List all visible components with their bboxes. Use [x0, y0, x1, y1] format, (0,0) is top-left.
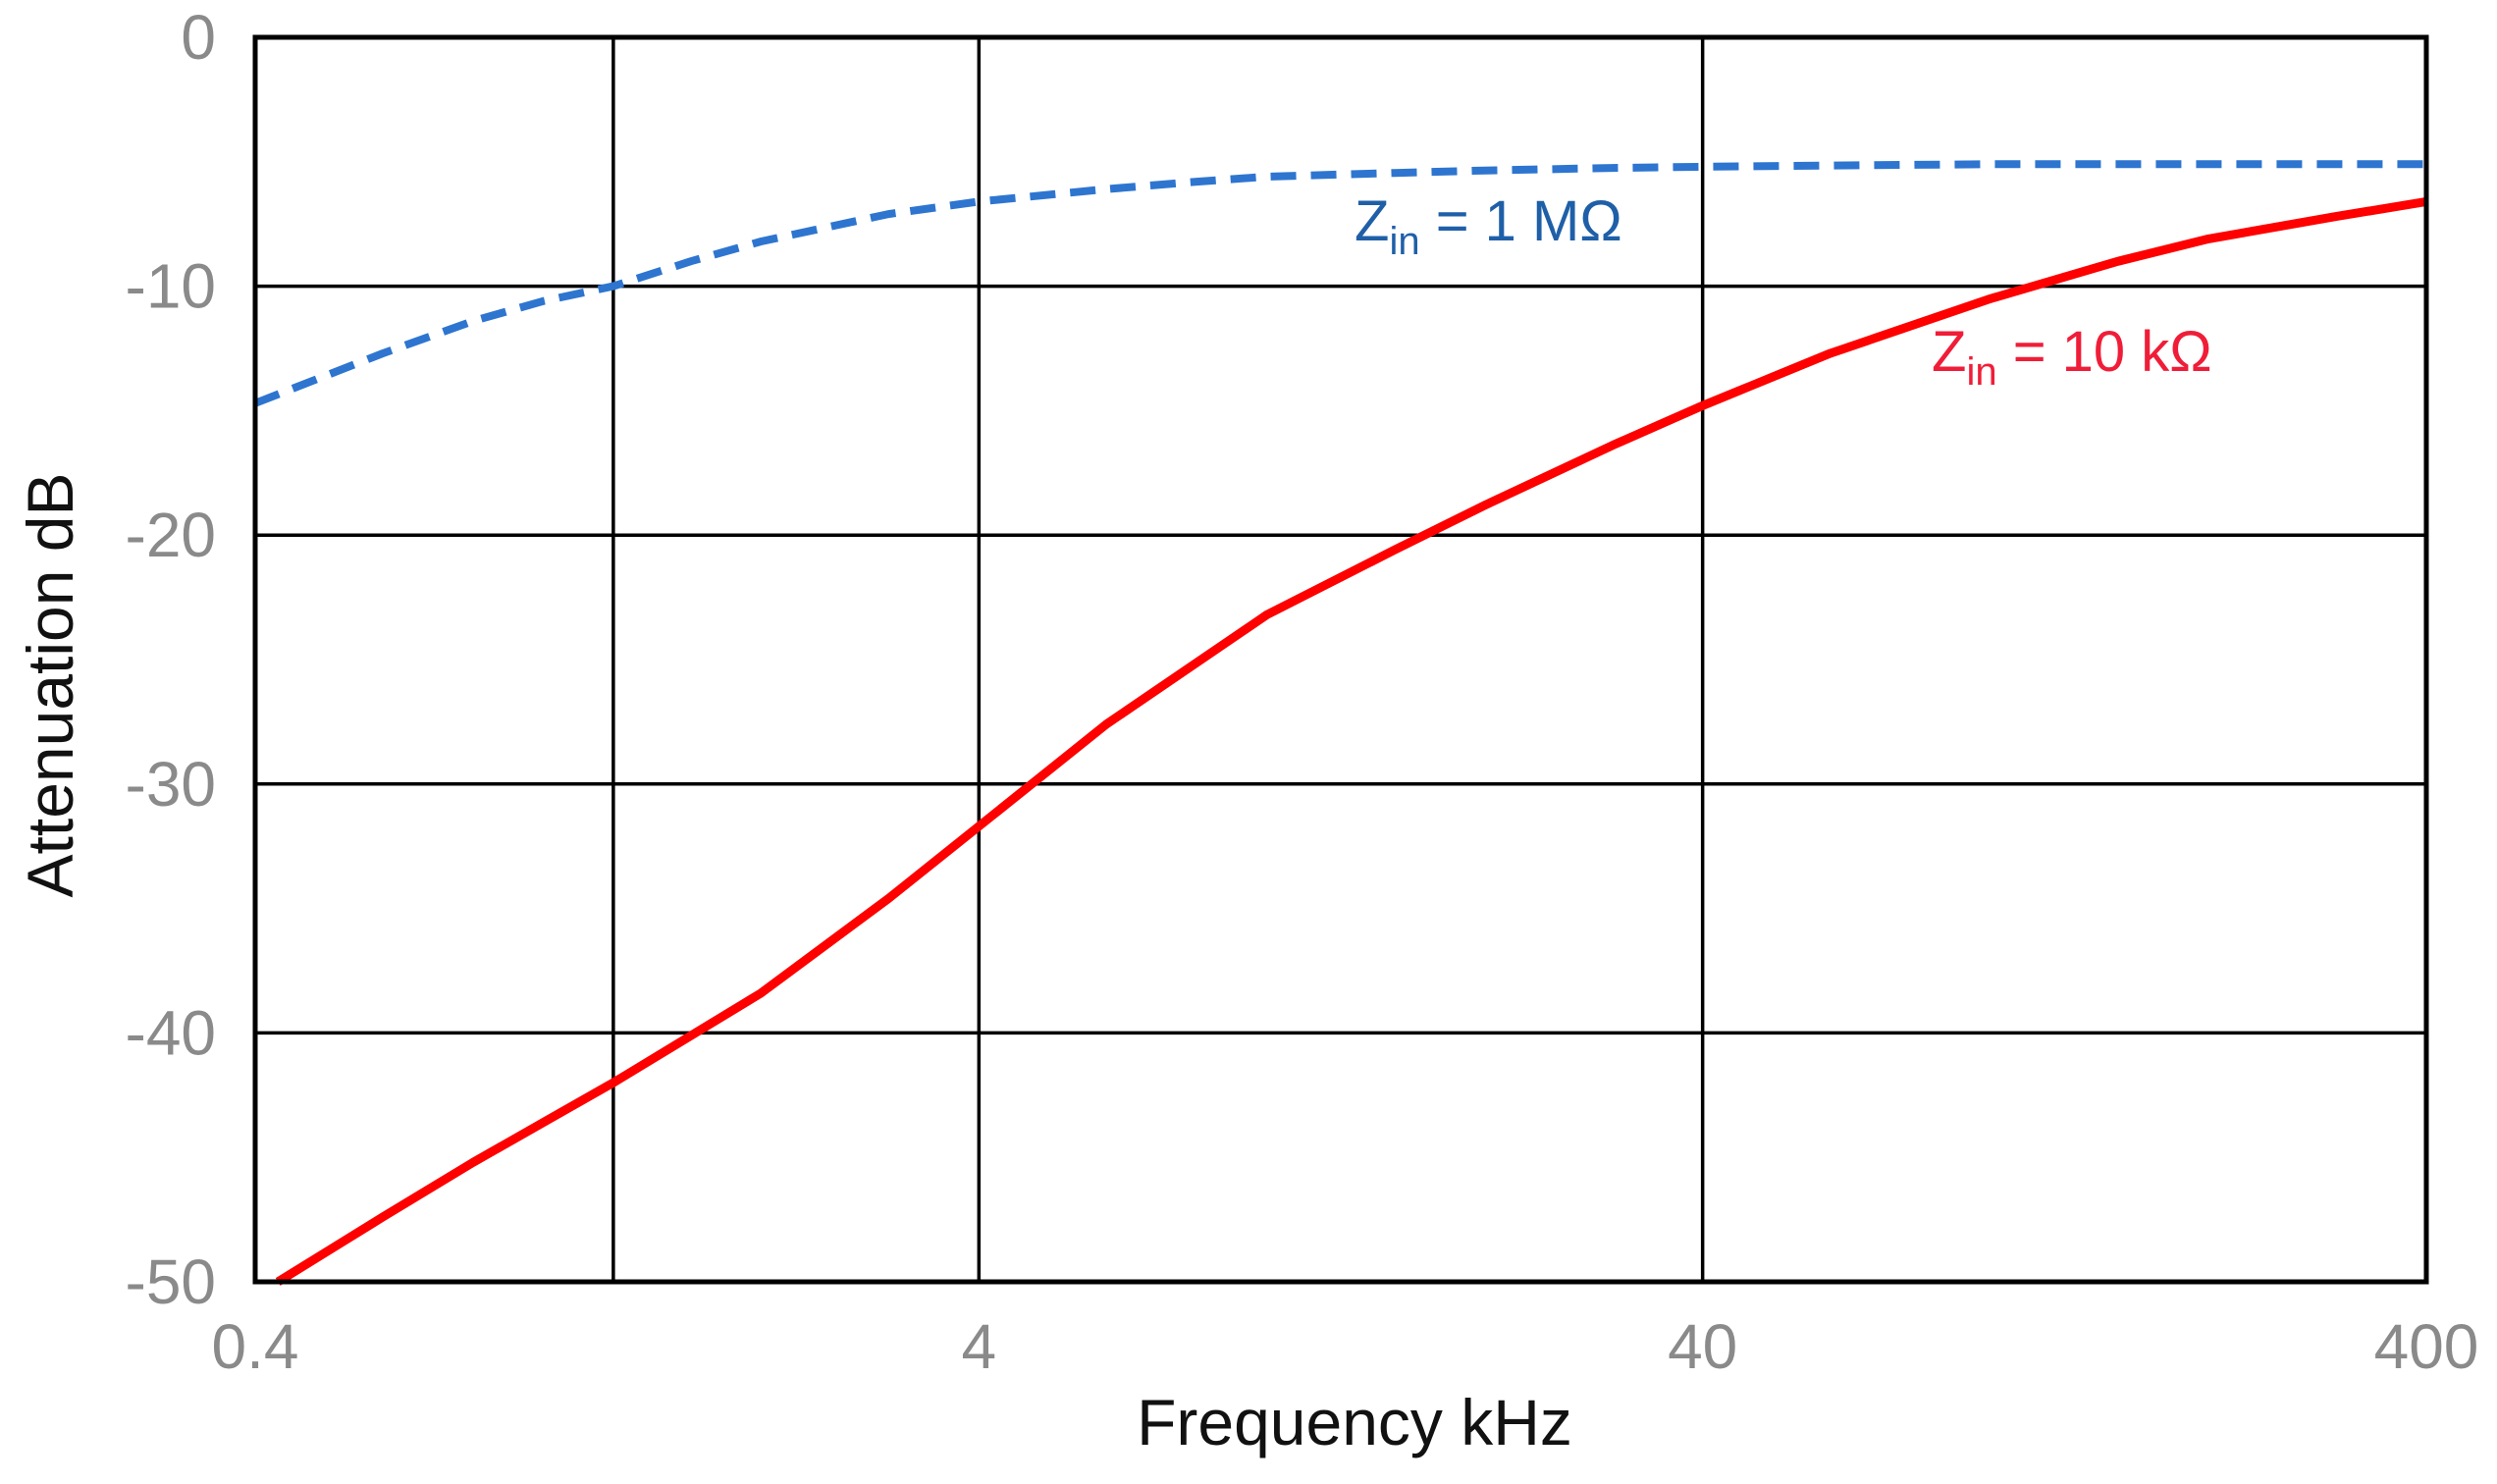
y-tick-label: -40	[126, 997, 217, 1068]
x-axis-title: Frequency kHz	[1137, 1386, 1572, 1458]
y-axis-title: Attenuation dB	[14, 473, 86, 898]
y-tick-label: -50	[126, 1246, 217, 1317]
series-line-10k	[275, 196, 2427, 1286]
plot-frame	[252, 34, 2429, 1285]
y-tick-labels: 0 -10 -20 -30 -40 -50	[126, 2, 217, 1317]
series-label-10k-sub: in	[1966, 350, 1996, 394]
series-label-10k-z: Z	[1932, 320, 1966, 384]
series-label-1m-sub: in	[1389, 220, 1419, 263]
x-tick-label: 40	[1668, 1311, 1737, 1382]
y-tick-label: 0	[181, 2, 216, 73]
series-label-1m-z: Z	[1355, 189, 1389, 253]
series-layer	[253, 160, 2427, 1286]
x-tick-label: 400	[2374, 1311, 2479, 1382]
series-line-1m	[253, 160, 2426, 407]
series-label-1m-rest: = 1 MΩ	[1420, 189, 1622, 253]
x-tick-label: 0.4	[212, 1311, 299, 1382]
y-tick-label: -20	[126, 500, 217, 570]
series-label-10k-rest: = 10 kΩ	[1997, 320, 2212, 384]
series-label-10k: Zin = 10 kΩ	[1932, 320, 2212, 394]
x-tick-labels: 0.4 4 40 400	[212, 1311, 2479, 1382]
series-label-1m: Zin = 1 MΩ	[1355, 189, 1622, 263]
grid-layer	[253, 35, 2428, 1284]
y-tick-label: -30	[126, 749, 217, 820]
x-tick-label: 4	[962, 1311, 997, 1382]
y-tick-label: -10	[126, 251, 217, 322]
